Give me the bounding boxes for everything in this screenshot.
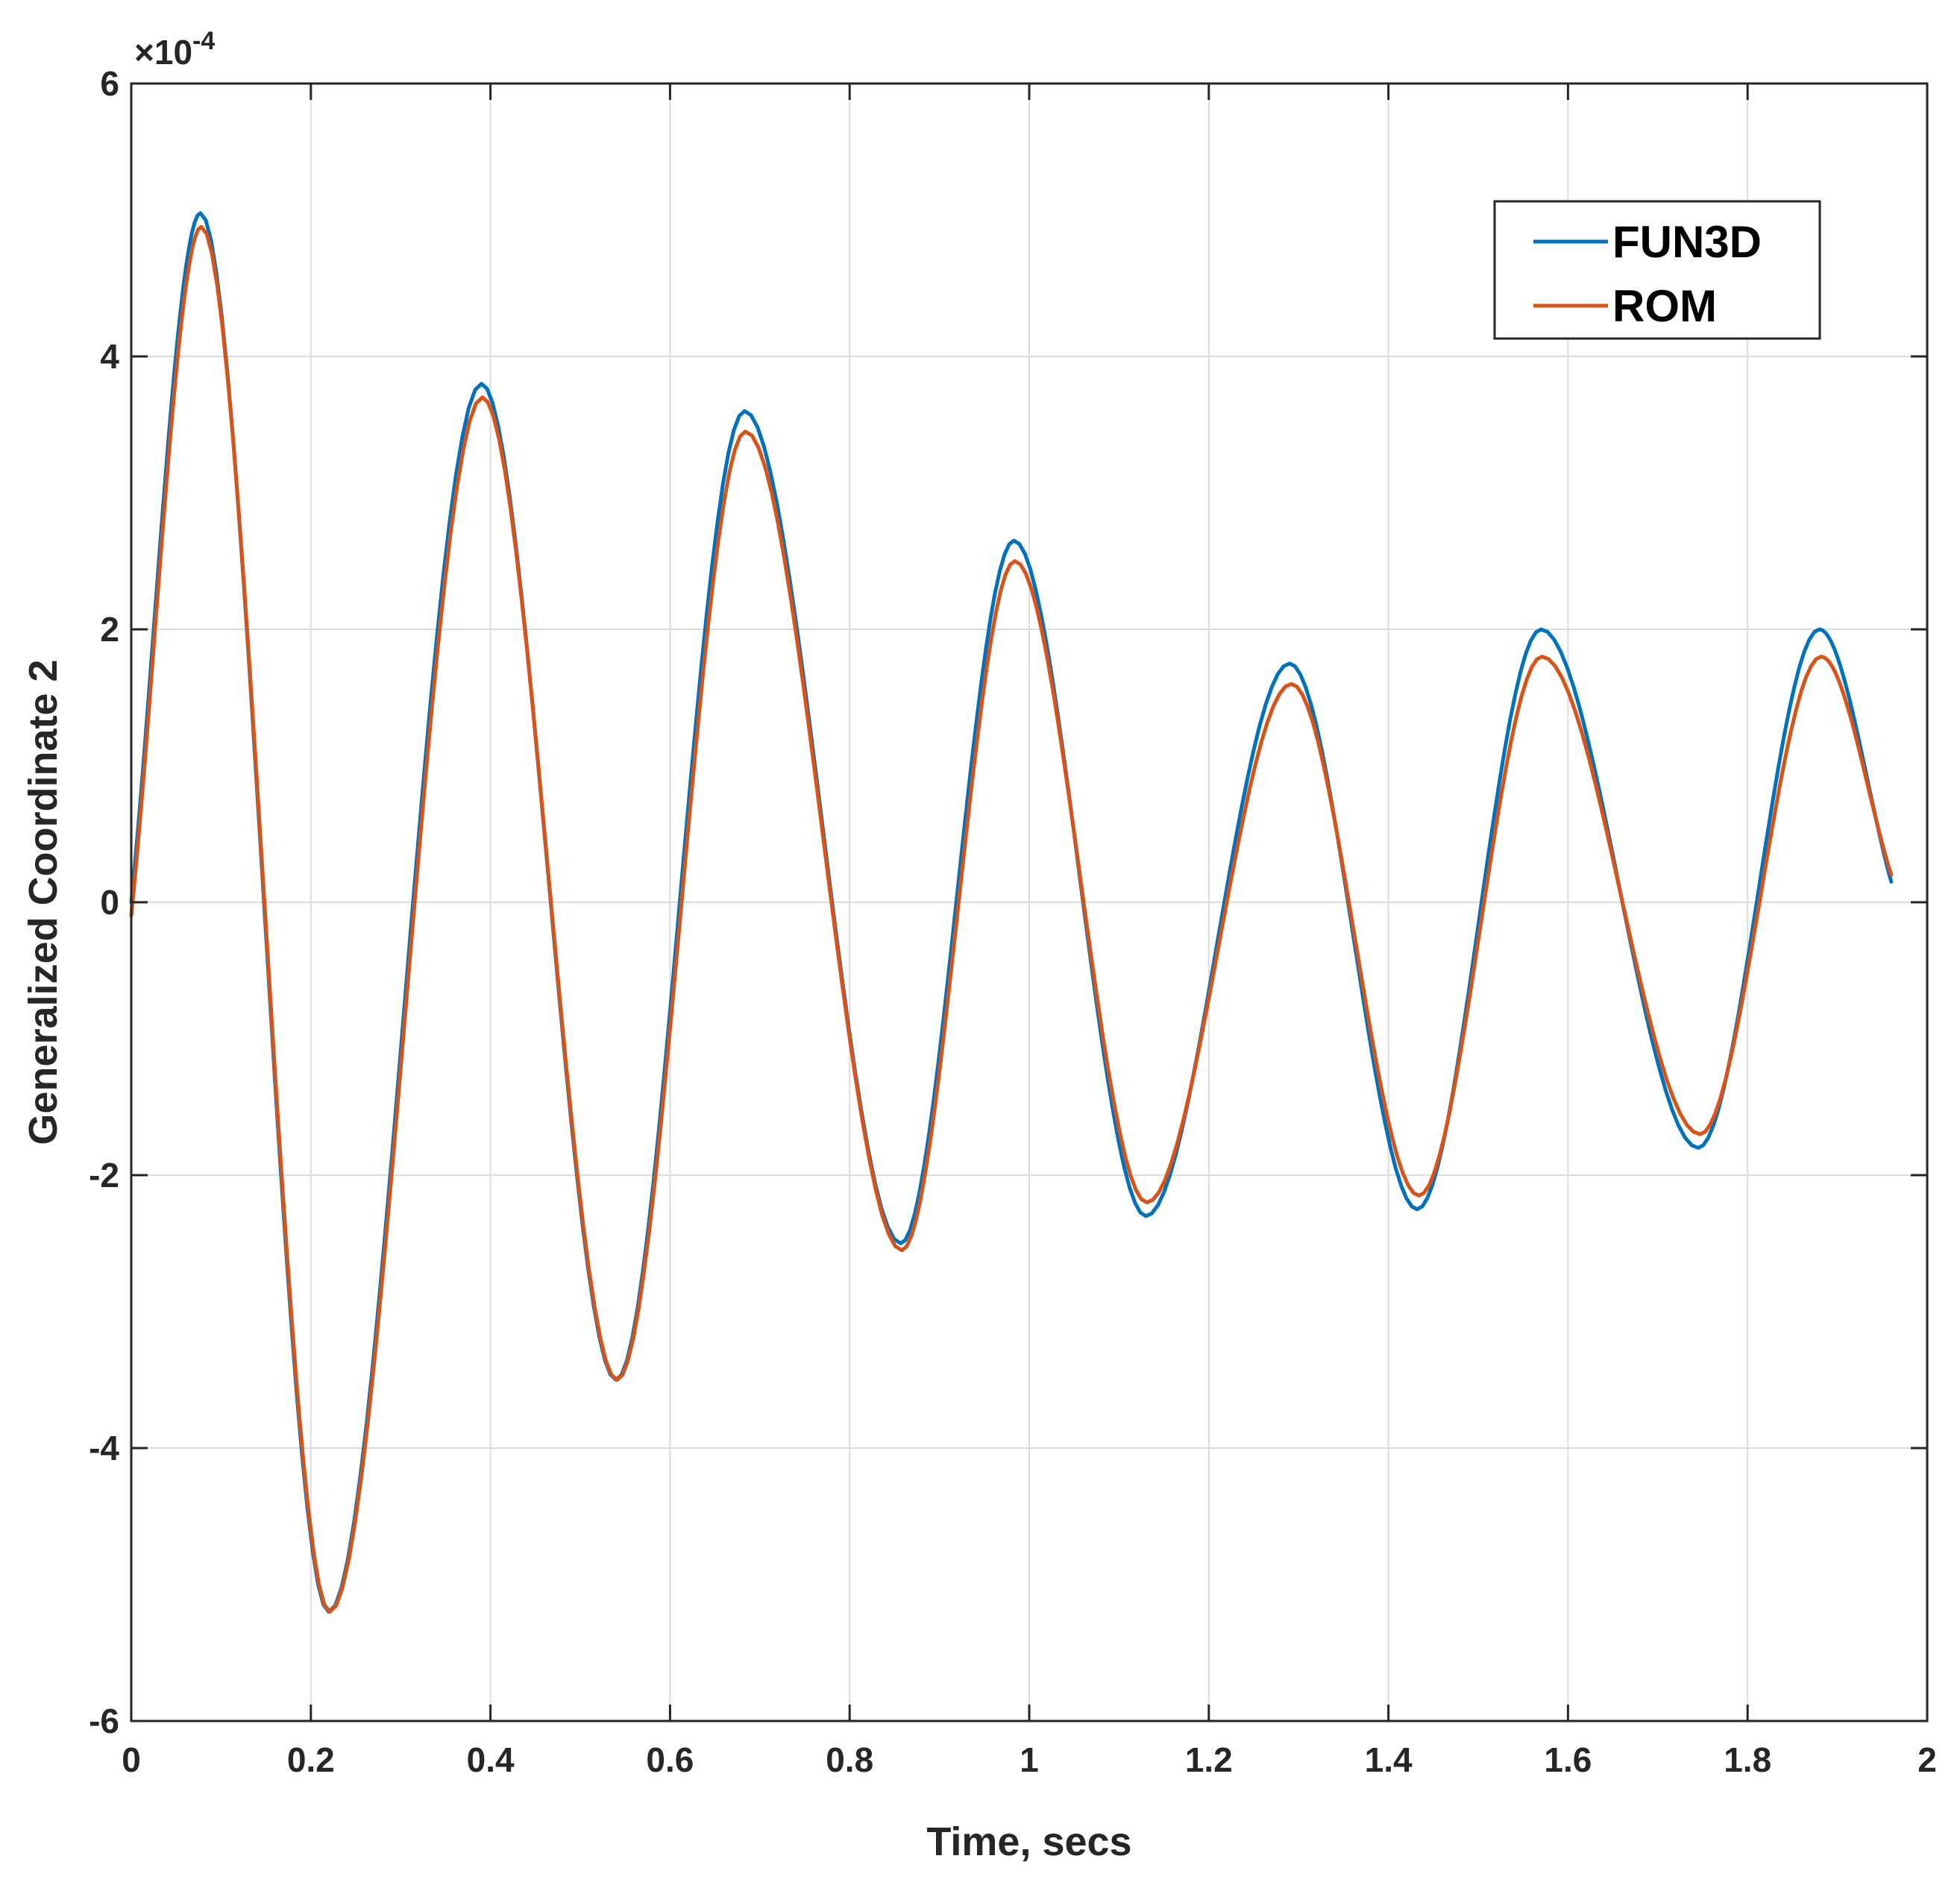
x-tick-label: 2 [1917, 1740, 1937, 1779]
x-tick-label: 1.4 [1365, 1740, 1413, 1779]
series-line-rom [129, 224, 1894, 1614]
y-tick-label: 6 [100, 64, 119, 103]
x-tick-label: 0.2 [287, 1740, 335, 1779]
x-tick-label: 1.6 [1544, 1740, 1592, 1779]
y-tick-label: -6 [89, 1702, 119, 1740]
x-tick-label: 1 [1020, 1740, 1039, 1779]
y-axis-label: Generalized Coordinate 2 [21, 659, 66, 1145]
y-tick-label: -4 [89, 1429, 119, 1467]
x-tick-label: 1.8 [1724, 1740, 1771, 1779]
legend: FUN3D ROM [1493, 200, 1821, 340]
x-tick-label: 0.6 [646, 1740, 694, 1779]
y-tick-label: 0 [100, 883, 119, 922]
y-exponent-label: ×10-4 [134, 27, 215, 72]
x-tick-label: 0.8 [826, 1740, 873, 1779]
series-layer [129, 211, 1894, 1614]
x-tick-label: 0.4 [467, 1740, 515, 1779]
y-tick-label: 4 [100, 337, 119, 376]
y-exponent-power: -4 [192, 27, 215, 55]
x-tick-label: 0 [122, 1740, 141, 1779]
y-tick-label: 2 [100, 610, 119, 649]
legend-box [1493, 200, 1821, 340]
x-axis-label: Time, secs [926, 1819, 1131, 1864]
ticks [130, 82, 1929, 1722]
tick-labels: 0 0.2 0.4 0.6 0.8 1 1.2 1.4 1.6 1.8 2 -6 -4 -2 0 2 4 6 [89, 64, 1937, 1779]
y-tick-label: -2 [89, 1156, 119, 1195]
legend-label-rom: ROM [1612, 281, 1717, 331]
x-tick-label: 1.2 [1185, 1740, 1233, 1779]
y-exponent-base: ×10 [134, 33, 192, 72]
legend-label-fun3d: FUN3D [1612, 217, 1762, 267]
